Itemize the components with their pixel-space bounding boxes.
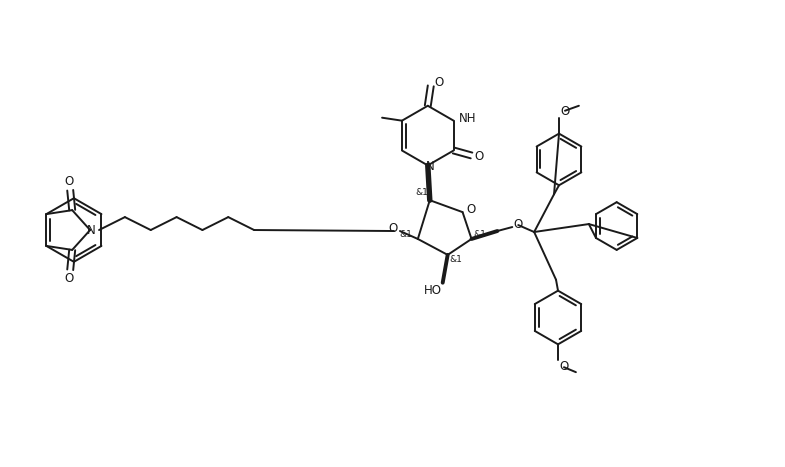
Text: N: N [425, 160, 434, 173]
Text: O: O [389, 221, 398, 234]
Text: HO: HO [424, 284, 442, 297]
Text: O: O [560, 360, 568, 373]
Text: O: O [64, 272, 74, 285]
Text: &1: &1 [449, 255, 462, 264]
Text: O: O [466, 203, 475, 216]
Text: O: O [560, 105, 570, 118]
Text: NH: NH [458, 112, 476, 125]
Text: O: O [64, 175, 74, 188]
Text: &1: &1 [400, 231, 412, 240]
Text: &1: &1 [473, 231, 486, 240]
Text: O: O [513, 218, 523, 231]
Text: &1: &1 [415, 188, 429, 197]
Text: N: N [86, 224, 96, 236]
Text: O: O [475, 150, 484, 163]
Text: O: O [434, 77, 444, 89]
